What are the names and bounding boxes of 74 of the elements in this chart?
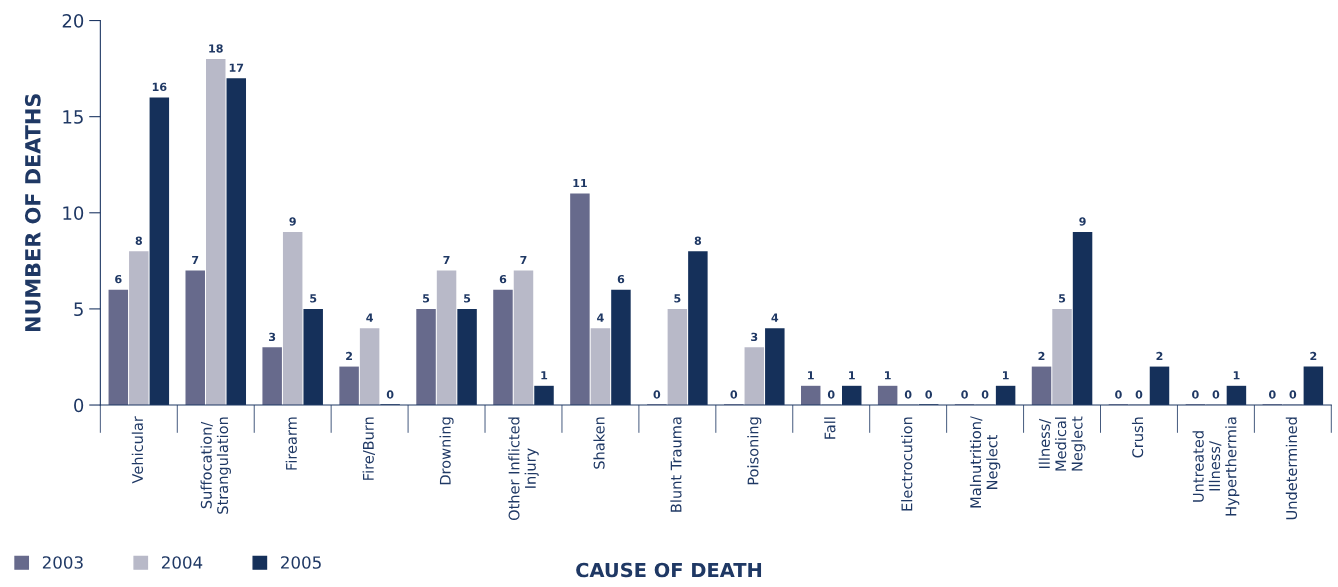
- data-label: 5: [423, 294, 430, 303]
- data-label: 16: [152, 82, 167, 92]
- data-label: 0: [653, 390, 661, 399]
- data-label: 0: [1115, 390, 1122, 399]
- x-tick-label: Blunt Trauma: [670, 417, 682, 512]
- x-tick-label: Malnutrition/ Neglect: [969, 416, 1001, 508]
- x-tick-label: Electrocution: [901, 417, 913, 511]
- data-label: 0: [730, 390, 738, 399]
- data-label: 9: [289, 217, 296, 226]
- x-tick-label: Vehicular: [131, 416, 144, 484]
- data-label: 11: [573, 178, 587, 188]
- data-label: 5: [1059, 294, 1066, 303]
- data-label: 3: [269, 332, 276, 342]
- y-tick-label: 10: [63, 206, 84, 220]
- data-label: 0: [925, 390, 933, 399]
- data-label: 0: [904, 390, 912, 399]
- data-label: 2: [1038, 351, 1045, 361]
- legend-label: 2005: [281, 556, 321, 569]
- data-label: 4: [597, 313, 604, 322]
- legend-label: 2004: [161, 556, 203, 569]
- data-label: 0: [386, 390, 394, 399]
- y-tick-label: 5: [74, 302, 83, 317]
- data-label: 18: [209, 44, 223, 53]
- data-label: 3: [751, 332, 758, 342]
- data-label: 8: [694, 236, 702, 245]
- y-tick-label: 0: [74, 398, 84, 413]
- data-label: 7: [192, 255, 199, 264]
- data-label: 0: [1212, 390, 1220, 399]
- x-tick-label: Untreated Illness/ Hyperthermia: [1192, 417, 1240, 516]
- data-label: 6: [115, 274, 122, 284]
- data-label: 1: [849, 371, 855, 380]
- x-tick-label: Poisoning: [747, 417, 762, 485]
- data-label: 2: [1310, 351, 1317, 361]
- x-tick-label: Shaken: [593, 417, 605, 469]
- x-tick-label: Undetermined: [1285, 417, 1298, 520]
- x-tick-label: Fall: [824, 417, 836, 439]
- data-label: 5: [310, 294, 317, 303]
- x-tick-label: Fire/Burn: [362, 417, 375, 480]
- y-tick-label: 20: [62, 14, 84, 28]
- data-label: 9: [1079, 217, 1086, 226]
- data-label: 2: [1156, 351, 1163, 361]
- data-label: 0: [827, 390, 835, 399]
- x-tick-label: Drowning: [439, 417, 454, 485]
- data-label: 1: [1003, 371, 1009, 380]
- legend-label: 2003: [42, 556, 83, 569]
- data-label: 1: [808, 371, 814, 380]
- data-label: 0: [1192, 390, 1199, 399]
- data-label: 7: [520, 255, 527, 264]
- data-label: 0: [1289, 390, 1297, 399]
- y-tick-label: 15: [63, 110, 83, 124]
- x-tick-label: Firearm: [285, 417, 297, 470]
- data-label: 5: [674, 294, 681, 303]
- data-label: 0: [1268, 390, 1276, 399]
- data-label: 1: [885, 371, 891, 380]
- data-label: 5: [464, 294, 471, 303]
- x-axis-title: CAUSE OF DEATH: [576, 562, 762, 578]
- data-label: 1: [541, 371, 548, 380]
- data-label: 7: [443, 255, 450, 264]
- data-label: 1: [1233, 371, 1240, 380]
- data-label: 0: [981, 390, 989, 399]
- y-axis-title: NUMBER OF DEATHS: [24, 94, 41, 332]
- data-label: 4: [366, 313, 373, 322]
- data-label: 0: [1135, 390, 1143, 399]
- data-label: 17: [229, 63, 244, 72]
- data-label: 6: [617, 274, 625, 284]
- data-label: 8: [135, 236, 142, 245]
- data-label: 4: [771, 313, 779, 322]
- x-tick-label: Illness/ Medical Neglect: [1038, 416, 1086, 471]
- x-tick-label: Crush: [1131, 417, 1144, 458]
- data-label: 2: [346, 351, 353, 361]
- data-label: 6: [499, 274, 507, 284]
- data-label: 0: [961, 390, 968, 399]
- x-tick-label: Suffocation/ Strangulation: [200, 417, 231, 514]
- x-tick-label: Other Inflicted Injury: [508, 417, 539, 521]
